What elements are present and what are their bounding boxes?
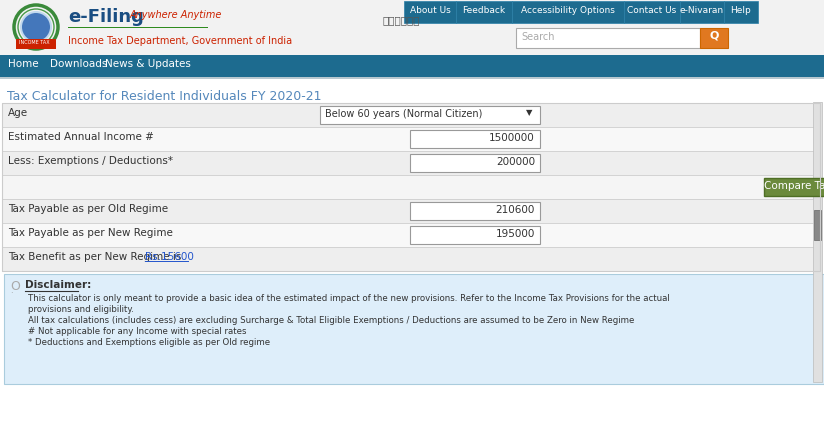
Text: Tax Benefit as per New Regime is: Tax Benefit as per New Regime is [8, 252, 181, 262]
Text: 200000: 200000 [496, 157, 535, 167]
Text: Anywhere Anytime: Anywhere Anytime [130, 10, 222, 20]
FancyBboxPatch shape [410, 154, 540, 172]
FancyBboxPatch shape [2, 175, 820, 199]
FancyBboxPatch shape [410, 202, 540, 220]
FancyBboxPatch shape [456, 1, 512, 23]
Circle shape [20, 11, 52, 43]
Text: e-Nivaran: e-Nivaran [680, 6, 724, 15]
Text: * Deductions and Exemptions eligible as per Old regime: * Deductions and Exemptions eligible as … [28, 338, 270, 347]
FancyBboxPatch shape [764, 178, 824, 196]
Text: Tax Payable as per Old Regime: Tax Payable as per Old Regime [8, 204, 168, 214]
FancyBboxPatch shape [410, 130, 540, 148]
FancyBboxPatch shape [2, 127, 820, 151]
Text: हिन्दी: हिन्दी [383, 15, 420, 25]
FancyBboxPatch shape [0, 55, 824, 77]
Text: O: O [10, 280, 20, 293]
FancyBboxPatch shape [2, 199, 820, 223]
FancyBboxPatch shape [2, 103, 820, 127]
FancyBboxPatch shape [624, 1, 680, 23]
Text: Feedback: Feedback [462, 6, 506, 15]
FancyBboxPatch shape [4, 274, 824, 384]
FancyBboxPatch shape [814, 210, 821, 240]
FancyBboxPatch shape [700, 28, 728, 48]
Text: Estimated Annual Income #: Estimated Annual Income # [8, 132, 154, 142]
Circle shape [22, 13, 50, 41]
Text: About Us: About Us [410, 6, 451, 15]
Text: Tax Payable as per New Regime: Tax Payable as per New Regime [8, 228, 173, 238]
Text: News & Updates: News & Updates [105, 59, 191, 69]
FancyBboxPatch shape [320, 106, 540, 124]
Text: Below 60 years (Normal Citizen): Below 60 years (Normal Citizen) [325, 109, 482, 119]
Text: All tax calculations (includes cess) are excluding Surcharge & Total Eligible Ex: All tax calculations (includes cess) are… [28, 316, 634, 325]
FancyBboxPatch shape [724, 1, 758, 23]
Text: Help: Help [731, 6, 751, 15]
Text: Accessibility Options: Accessibility Options [521, 6, 615, 15]
FancyBboxPatch shape [0, 77, 824, 79]
Text: Search: Search [521, 32, 555, 42]
FancyBboxPatch shape [2, 223, 820, 247]
FancyBboxPatch shape [512, 1, 624, 23]
Text: This calculator is only meant to provide a basic idea of the estimated impact of: This calculator is only meant to provide… [28, 294, 670, 303]
Text: Rs.15600: Rs.15600 [145, 252, 194, 262]
FancyBboxPatch shape [410, 226, 540, 244]
FancyBboxPatch shape [404, 1, 456, 23]
FancyBboxPatch shape [0, 79, 824, 423]
FancyBboxPatch shape [68, 27, 208, 28]
FancyBboxPatch shape [813, 102, 822, 382]
FancyBboxPatch shape [16, 39, 56, 49]
Text: Age: Age [8, 108, 28, 118]
Text: provisions and eligibility.: provisions and eligibility. [28, 305, 133, 314]
Text: Contact Us: Contact Us [627, 6, 677, 15]
FancyBboxPatch shape [516, 28, 700, 48]
FancyBboxPatch shape [2, 247, 820, 271]
Text: Compare Tax under Existing & New Regime: Compare Tax under Existing & New Regime [764, 181, 824, 191]
Text: INCOME TAX: INCOME TAX [19, 40, 49, 45]
Text: 1500000: 1500000 [489, 133, 535, 143]
FancyBboxPatch shape [0, 0, 824, 55]
Text: # Not applicable for any Income with special rates: # Not applicable for any Income with spe… [28, 327, 246, 336]
Text: Downloads: Downloads [50, 59, 107, 69]
Text: ▼: ▼ [526, 108, 532, 117]
Text: Disclaimer:: Disclaimer: [25, 280, 91, 290]
Text: .: . [10, 286, 12, 295]
Text: 210600: 210600 [495, 205, 535, 215]
Text: Tax Calculator for Resident Individuals FY 2020-21: Tax Calculator for Resident Individuals … [7, 90, 321, 103]
Text: 195000: 195000 [495, 229, 535, 239]
Text: e-Filing: e-Filing [68, 8, 144, 26]
Text: Income Tax Department, Government of India: Income Tax Department, Government of Ind… [68, 36, 293, 46]
Text: Less: Exemptions / Deductions*: Less: Exemptions / Deductions* [8, 156, 173, 166]
Text: Home: Home [8, 59, 39, 69]
Text: Q: Q [709, 31, 719, 41]
FancyBboxPatch shape [680, 1, 724, 23]
FancyBboxPatch shape [2, 151, 820, 175]
